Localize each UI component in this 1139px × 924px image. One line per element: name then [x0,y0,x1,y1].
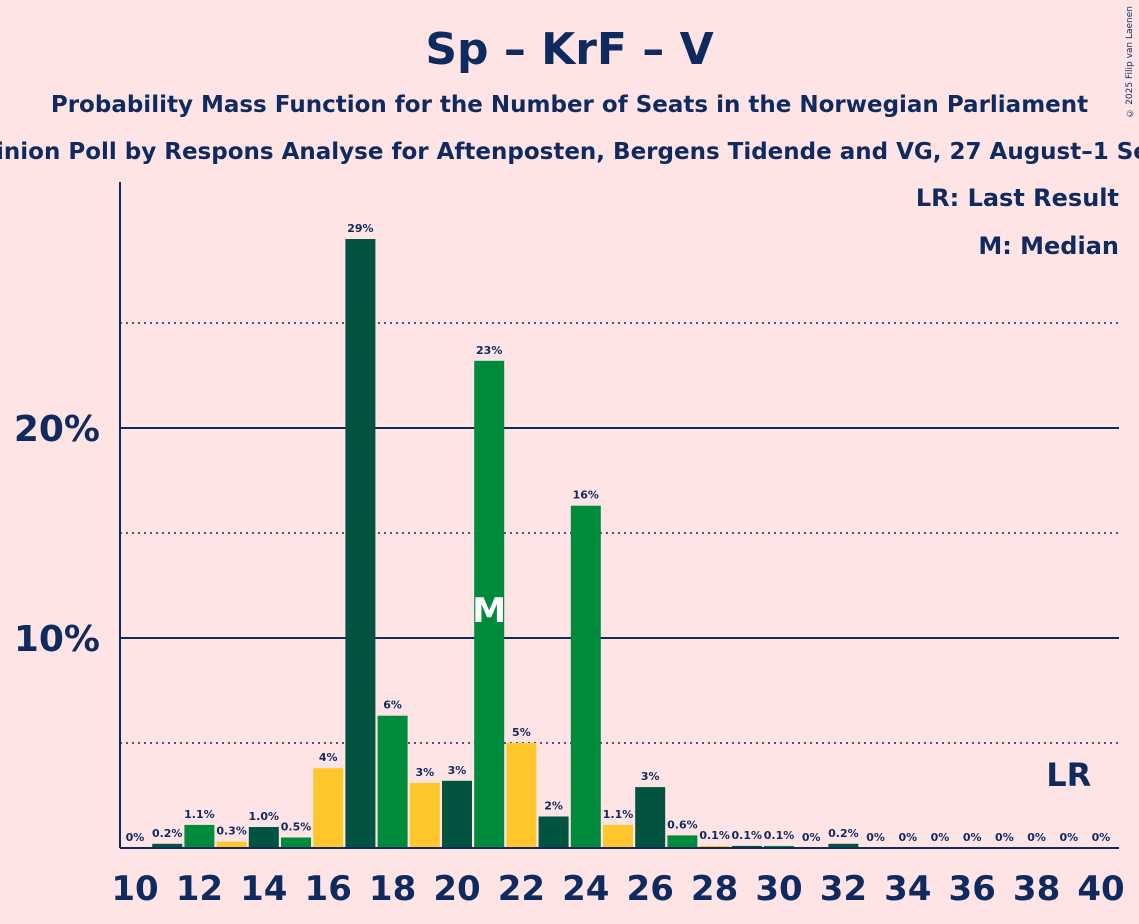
data-label-seat-31: 0% [802,831,821,844]
bar-seat-22 [506,743,537,848]
data-label-seat-28: 0.1% [699,829,730,842]
bar-seat-12 [184,824,215,848]
x-tick-label: 30 [755,869,802,909]
bar-seat-11 [152,843,183,848]
bar-seat-15 [281,837,311,848]
data-label-seat-13: 0.3% [216,825,247,838]
data-label-seat-20: 3% [448,764,467,777]
data-label-seat-30: 0.1% [764,829,795,842]
bar-seat-21 [474,360,505,848]
bar-seat-23 [538,816,569,848]
data-label-seat-15: 0.5% [281,821,312,834]
x-tick-label: 10 [111,869,158,909]
data-label-seat-24: 16% [573,489,599,502]
last-result-marker: LR [1046,756,1091,794]
data-label-seat-33: 0% [866,831,885,844]
data-label-seat-22: 5% [512,726,531,739]
x-tick-label: 22 [498,869,545,909]
bar-seat-18 [377,715,408,848]
x-tick-label: 40 [1077,869,1124,909]
x-tick-label: 36 [949,869,996,909]
data-label-seat-40: 0% [1092,831,1111,844]
x-tick-label: 32 [820,869,867,909]
x-tick-label: 26 [627,869,674,909]
data-label-seat-25: 1.1% [603,808,634,821]
chart-subtitle: Probability Mass Function for the Number… [50,92,1089,118]
data-label-seat-39: 0% [1059,831,1078,844]
data-label-seat-16: 4% [319,751,338,764]
data-label-seat-29: 0.1% [732,829,763,842]
bar-seat-26 [635,787,666,848]
x-tick-label: 24 [562,869,609,909]
bar-seat-28 [699,845,730,848]
bar-seat-16 [313,768,344,848]
x-tick-label: 38 [1013,869,1060,909]
x-tick-label: 28 [691,869,738,909]
data-label-seat-26: 3% [641,770,660,783]
data-label-seat-14: 1.0% [249,810,280,823]
bar-seat-25 [603,824,633,848]
data-label-seat-11: 0.2% [152,827,183,840]
data-label-seat-18: 6% [383,699,402,712]
x-tick-label: 20 [433,869,480,909]
data-label-seat-10: 0% [126,831,145,844]
x-tick-label: 34 [884,869,931,909]
data-label-seat-27: 0.6% [667,818,698,831]
y-tick-label: 20% [14,409,100,450]
y-tick-label: 10% [14,619,100,660]
x-tick-label: 16 [305,869,352,909]
data-label-seat-38: 0% [1027,831,1046,844]
data-label-seat-21: 23% [476,344,502,357]
bar-seat-20 [442,780,472,848]
chart-poll-description: Opinion Poll by Respons Analyse for Afte… [0,139,1139,165]
data-label-seat-17: 29% [347,222,373,235]
bar-seat-30 [764,845,794,848]
legend-median: M: Median [978,232,1119,260]
x-tick-label: 14 [240,869,287,909]
data-label-seat-23: 2% [544,800,563,813]
bar-seat-17 [345,239,376,848]
legend-last-result: LR: Last Result [915,184,1119,212]
median-marker: M [472,591,506,631]
bar-seat-19 [409,782,440,848]
bar-seat-14 [248,827,279,848]
bar-seat-32 [828,843,859,848]
x-tick-label: 12 [176,869,223,909]
data-label-seat-35: 0% [931,831,950,844]
data-label-seat-37: 0% [995,831,1014,844]
data-label-seat-34: 0% [898,831,917,844]
data-label-seat-32: 0.2% [828,827,859,840]
bar-seat-27 [667,835,698,848]
bar-seat-29 [731,845,762,848]
x-tick-label: 18 [369,869,416,909]
data-label-seat-19: 3% [415,766,434,779]
data-label-seat-36: 0% [963,831,982,844]
bar-seat-24 [570,505,601,848]
bar-seat-13 [216,841,247,848]
data-label-seat-12: 1.1% [184,808,215,821]
chart-title: Sp – KrF – V [425,24,714,75]
